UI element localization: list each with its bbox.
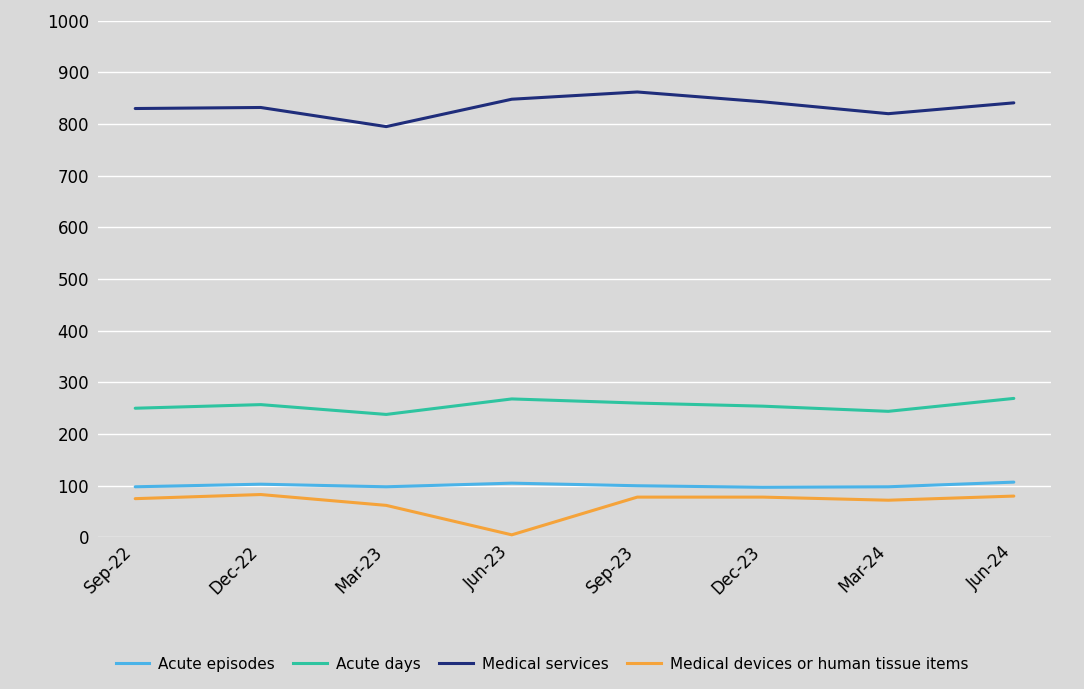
Medical devices or human tissue items bbox=[379, 502, 392, 510]
Medical services bbox=[505, 95, 518, 103]
Medical services bbox=[255, 103, 268, 112]
Medical devices or human tissue items bbox=[757, 493, 770, 502]
Medical devices or human tissue items bbox=[255, 491, 268, 499]
Medical services bbox=[379, 123, 392, 131]
Legend: Acute episodes, Acute days, Medical services, Medical devices or human tissue it: Acute episodes, Acute days, Medical serv… bbox=[109, 650, 975, 678]
Medical services bbox=[631, 88, 644, 96]
Acute episodes bbox=[757, 483, 770, 491]
Medical devices or human tissue items bbox=[881, 496, 894, 504]
Line: Acute episodes: Acute episodes bbox=[136, 482, 1014, 487]
Acute episodes bbox=[379, 482, 392, 491]
Medical services bbox=[1007, 99, 1020, 107]
Medical devices or human tissue items bbox=[631, 493, 644, 502]
Medical devices or human tissue items bbox=[505, 531, 518, 539]
Acute episodes bbox=[255, 480, 268, 489]
Line: Medical devices or human tissue items: Medical devices or human tissue items bbox=[136, 495, 1014, 535]
Medical devices or human tissue items bbox=[129, 495, 142, 503]
Acute episodes bbox=[631, 482, 644, 490]
Medical devices or human tissue items bbox=[1007, 492, 1020, 500]
Acute episodes bbox=[1007, 478, 1020, 486]
Acute days bbox=[1007, 394, 1020, 402]
Acute days bbox=[129, 404, 142, 412]
Acute days bbox=[631, 399, 644, 407]
Acute episodes bbox=[881, 482, 894, 491]
Medical services bbox=[881, 110, 894, 118]
Line: Acute days: Acute days bbox=[136, 398, 1014, 414]
Acute days bbox=[505, 395, 518, 403]
Medical services bbox=[129, 104, 142, 112]
Line: Medical services: Medical services bbox=[136, 92, 1014, 127]
Acute days bbox=[379, 410, 392, 418]
Acute days bbox=[255, 400, 268, 409]
Medical services bbox=[757, 98, 770, 106]
Acute episodes bbox=[505, 479, 518, 487]
Acute days bbox=[757, 402, 770, 411]
Acute days bbox=[881, 407, 894, 415]
Acute episodes bbox=[129, 482, 142, 491]
